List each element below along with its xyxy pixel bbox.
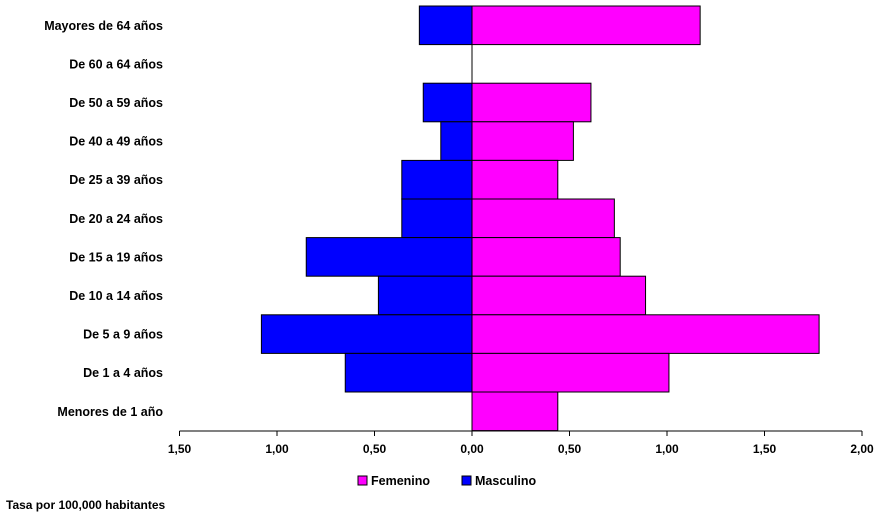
x-tick-label: 0,50	[558, 442, 582, 456]
category-label: Menores de 1 año	[57, 405, 163, 419]
bar-masculino	[305, 237, 473, 277]
legend: Femenino Masculino	[357, 474, 536, 488]
x-tick-label: 1,50	[753, 442, 777, 456]
category-label: De 20 a 24 años	[69, 212, 163, 226]
category-label: De 60 a 64 años	[69, 57, 163, 71]
x-tick-label: 0,50	[363, 442, 387, 456]
bars-layer	[260, 5, 820, 432]
x-tick-label: 2,00	[850, 442, 874, 456]
legend-label-masculino: Masculino	[475, 474, 536, 488]
x-tick-label: 1,00	[265, 442, 289, 456]
x-tick-label: 1,50	[168, 442, 192, 456]
category-labels: Mayores de 64 años De 60 a 64 años De 50 a…	[44, 19, 163, 419]
bar-masculino	[377, 275, 473, 316]
category-label: De 15 a 19 años	[69, 250, 163, 264]
category-label: De 50 a 59 años	[69, 96, 163, 110]
legend-label-femenino: Femenino	[371, 474, 430, 488]
bar-masculino	[401, 159, 473, 200]
footnote: Tasa por 100,000 habitantes	[6, 498, 166, 512]
category-label: De 10 a 14 años	[69, 289, 163, 303]
bar-femenino	[471, 121, 574, 161]
bar-femenino	[471, 237, 621, 277]
legend-swatch-femenino	[357, 475, 368, 486]
bar-masculino	[401, 198, 473, 239]
category-label: De 25 a 39 años	[69, 173, 163, 187]
bar-masculino	[440, 121, 473, 161]
bar-femenino	[471, 5, 701, 46]
x-tick-label: 0,00	[460, 442, 484, 456]
bar-masculino	[422, 82, 473, 123]
category-label: Mayores de 64 años	[44, 19, 163, 33]
legend-swatch-masculino	[461, 475, 472, 486]
bar-femenino	[471, 198, 615, 239]
category-label: De 1 a 4 años	[83, 366, 163, 380]
bar-femenino	[471, 314, 820, 354]
category-label: De 40 a 49 años	[69, 135, 163, 149]
bar-femenino	[471, 159, 559, 200]
bar-femenino	[471, 391, 559, 432]
x-axis-ticks: 1,50 1,00 0,50 0,00 0,50 1,00 1,50 2,00	[168, 431, 874, 456]
category-label: De 5 a 9 años	[83, 328, 163, 342]
bar-femenino	[471, 82, 592, 123]
bar-masculino	[344, 352, 473, 393]
bar-masculino	[260, 314, 473, 354]
bar-femenino	[471, 275, 647, 316]
bar-femenino	[471, 352, 670, 393]
bar-masculino	[418, 5, 473, 46]
x-tick-label: 1,00	[655, 442, 679, 456]
